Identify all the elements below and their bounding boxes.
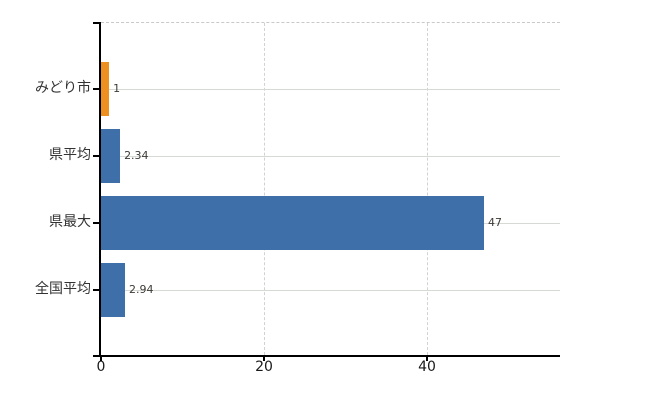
x-axis-tick: [100, 356, 102, 361]
plot-area: 1 2.34 47 2.94: [93, 22, 560, 361]
x-tick-label: 0: [96, 359, 106, 375]
category-label: 全国平均: [35, 281, 91, 297]
gridline-vertical: [264, 23, 265, 355]
gridline-horizontal: [101, 89, 560, 90]
x-axis-tick: [263, 356, 265, 361]
y-axis-line: [99, 23, 101, 357]
x-axis-line: [93, 355, 560, 357]
y-axis-tick: [93, 155, 101, 157]
x-tick-label: 20: [255, 359, 273, 375]
y-axis-tick: [93, 289, 101, 291]
gridline-horizontal: [101, 290, 560, 291]
y-axis-tick: [93, 88, 101, 90]
gridline-vertical: [427, 23, 428, 355]
x-axis-tick: [426, 356, 428, 361]
bar: [101, 62, 110, 116]
bar: [101, 196, 485, 250]
bar-value-label: 47: [488, 216, 503, 229]
y-axis-tick: [93, 222, 101, 224]
bar: [101, 129, 121, 183]
y-axis-top-tick: [93, 22, 101, 24]
bar-value-label: 2.94: [128, 283, 154, 296]
bar-value-label: 1: [113, 82, 121, 95]
category-label: 県平均: [49, 147, 91, 163]
category-label: 県最大: [49, 214, 91, 230]
x-tick-label: 40: [418, 359, 436, 375]
bar: [101, 263, 125, 317]
bar-value-label: 2.34: [124, 149, 149, 162]
category-label: みどり市: [35, 80, 91, 96]
gridline-horizontal: [101, 156, 560, 157]
